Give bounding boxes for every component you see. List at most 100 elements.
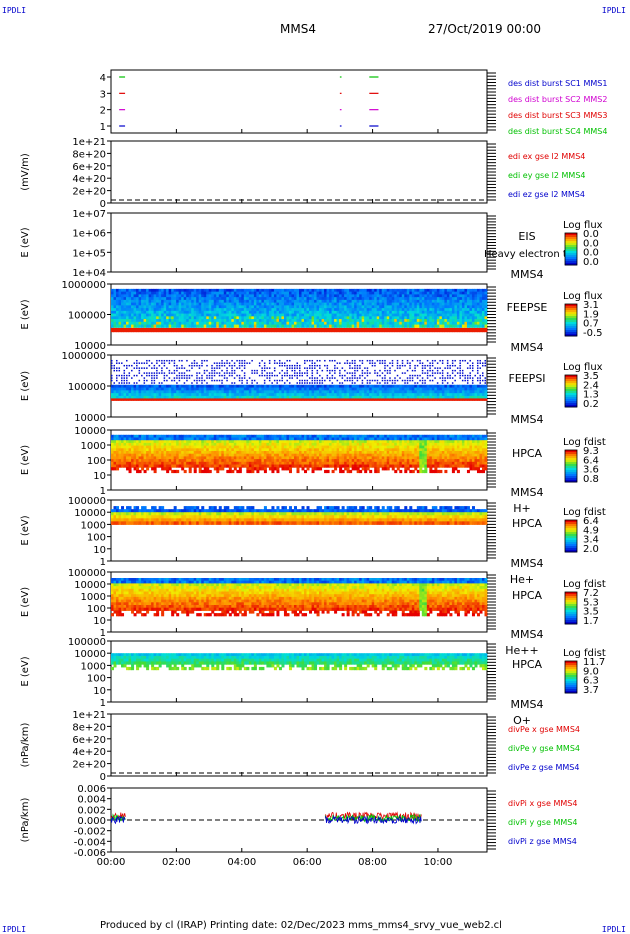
heatmap-cell xyxy=(414,308,418,312)
heatmap-cell xyxy=(394,305,398,309)
heatmap-cell xyxy=(236,288,240,293)
heatmap-cell xyxy=(436,369,439,372)
heatmap-cell xyxy=(143,313,147,317)
heatmap-cell xyxy=(143,442,147,447)
heatmap-cell xyxy=(221,379,223,382)
heatmap-cell xyxy=(374,305,378,309)
heatmap-cell xyxy=(426,377,429,379)
heatmap-cell xyxy=(316,395,320,400)
heatmap-cell xyxy=(324,297,328,301)
heatmap-cell xyxy=(419,379,421,382)
heatmap-cell xyxy=(291,324,295,328)
heatmap-cell xyxy=(228,437,232,441)
heatmap-cell xyxy=(131,305,135,309)
heatmap-cell xyxy=(339,384,343,389)
heatmap-cell xyxy=(273,369,276,372)
heatmap-cell xyxy=(213,372,216,374)
heatmap-cell xyxy=(451,308,455,312)
heatmap-cell xyxy=(311,382,314,384)
heatmap-cell xyxy=(218,461,222,465)
heatmap-cell xyxy=(211,288,215,293)
heatmap-cell xyxy=(464,384,468,389)
heatmap-cell xyxy=(253,302,257,306)
heatmap-cell xyxy=(131,393,135,397)
heatmap-cell xyxy=(251,382,253,384)
heatmap-cell xyxy=(196,319,200,323)
heatmap-cell xyxy=(203,316,207,320)
heatmap-cell xyxy=(344,374,346,377)
heatmap-cell xyxy=(211,297,215,301)
heatmap-cell xyxy=(399,377,401,379)
heatmap-cell xyxy=(213,302,217,306)
heatmap-cell xyxy=(213,434,217,438)
heatmap-cell xyxy=(241,387,245,391)
heatmap-cell xyxy=(296,362,298,364)
heatmap-cell xyxy=(384,310,388,315)
heatmap-cell xyxy=(326,390,330,394)
heatmap-cell xyxy=(248,310,252,315)
heatmap-cell xyxy=(118,302,122,306)
heatmap-cell xyxy=(148,442,152,447)
heatmap-cell xyxy=(178,302,182,306)
heatmap-cell xyxy=(183,288,187,293)
heatmap-cell xyxy=(208,398,212,401)
heatmap-cell xyxy=(456,398,460,401)
heatmap-cell xyxy=(231,359,233,362)
heatmap-cell xyxy=(283,362,286,364)
heatmap-cell xyxy=(379,297,383,301)
heatmap-cell xyxy=(188,319,192,323)
colorbar-step xyxy=(565,233,577,236)
heatmap-cell xyxy=(236,395,240,400)
heatmap-cell xyxy=(176,369,178,372)
heatmap-cell xyxy=(386,398,390,401)
heatmap-cell xyxy=(188,442,192,447)
heatmap-cell xyxy=(201,327,205,333)
heatmap-cell xyxy=(138,369,141,372)
colorbar-step xyxy=(565,379,577,382)
heatmap-cell xyxy=(136,453,140,457)
heatmap-cell xyxy=(464,374,466,377)
heatmap-cell xyxy=(208,440,212,444)
heatmap-cell xyxy=(434,398,438,401)
heatmap-cell xyxy=(138,313,142,317)
heatmap-cell xyxy=(293,367,296,369)
heatmap-cell xyxy=(126,319,130,323)
heatmap-cell xyxy=(339,369,341,372)
heatmap-cell xyxy=(459,372,461,374)
heatmap-cell xyxy=(126,390,130,394)
heatmap-cell xyxy=(141,305,145,309)
heatmap-cell xyxy=(176,364,178,367)
heatmap-cell xyxy=(223,294,227,298)
heatmap-cell xyxy=(484,387,488,391)
heatmap-cell xyxy=(304,297,308,301)
heatmap-cell xyxy=(409,379,411,382)
heatmap-cell xyxy=(374,316,378,320)
heatmap-cell xyxy=(221,321,225,326)
heatmap-cell xyxy=(321,324,325,328)
heatmap-cell xyxy=(168,395,172,400)
heatmap-cell xyxy=(206,294,210,298)
heatmap-cell xyxy=(346,395,350,400)
heatmap-cell xyxy=(211,316,215,320)
heatmap-cell xyxy=(434,367,436,369)
heatmap-cell xyxy=(126,445,130,449)
heatmap-cell xyxy=(371,299,375,304)
heatmap-cell xyxy=(171,442,175,447)
heatmap-cell xyxy=(271,324,275,328)
heatmap-cell xyxy=(221,453,225,457)
heatmap-cell xyxy=(156,395,160,400)
heatmap-cell xyxy=(156,372,158,374)
heatmap-cell xyxy=(221,359,223,362)
heatmap-cell xyxy=(341,294,345,298)
heatmap-cell xyxy=(268,313,272,317)
heatmap-cell xyxy=(131,302,135,306)
heatmap-cell xyxy=(123,448,127,452)
heatmap-cell xyxy=(359,302,363,306)
heatmap-cell xyxy=(183,294,187,298)
heatmap-cell xyxy=(208,302,212,306)
heatmap-cell xyxy=(218,393,222,397)
heatmap-cell xyxy=(156,362,158,364)
heatmap-cell xyxy=(329,398,333,401)
heatmap-cell xyxy=(306,327,310,333)
heatmap-cell xyxy=(396,324,400,328)
